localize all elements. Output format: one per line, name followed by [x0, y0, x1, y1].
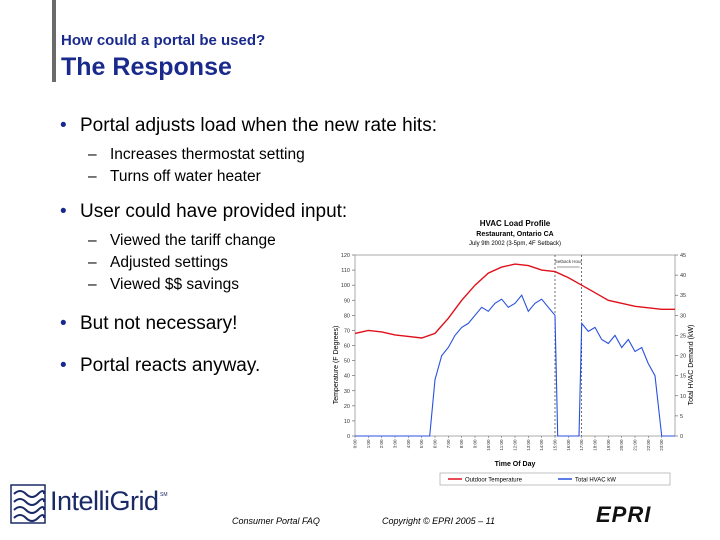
chart-title: HVAC Load Profile — [480, 219, 551, 228]
bullet-list: Portal adjusts load when the new rate hi… — [58, 114, 478, 378]
x-axis-label: Time Of Day — [495, 461, 536, 468]
x-tick-label: 1:00 — [366, 439, 371, 448]
x-tick-label: 4:00 — [406, 439, 411, 448]
hvac-chart-svg: HVAC Load Profile Restaurant, Ontario CA… — [333, 219, 695, 486]
x-tick-label: 14:00 — [539, 439, 544, 451]
x-tick-label: 15:00 — [553, 439, 558, 451]
intelligrid-logo: IntelliGrid SM — [10, 484, 170, 526]
x-tick-label: 22:00 — [646, 439, 651, 451]
legend-box — [439, 472, 671, 486]
y-left-tick-label: 100 — [341, 283, 350, 289]
y-right-tick-label: 0 — [680, 434, 683, 440]
x-tick-label: 0:00 — [353, 439, 358, 448]
hvac-kw-line — [355, 294, 675, 437]
y-left-tick-label: 20 — [344, 404, 350, 410]
y-right-tick-label: 45 — [680, 253, 686, 259]
sub-bullet-2-1: Viewed the tariff change — [58, 230, 478, 252]
intelligrid-mark-icon — [10, 484, 46, 524]
legend-hvac-label: Total HVAC kW — [575, 478, 616, 484]
intelligrid-wordmark: IntelliGrid — [50, 486, 159, 516]
y-right-tick-label: 5 — [680, 414, 683, 420]
sub-bullet-1-1: Increases thermostat setting — [58, 144, 478, 166]
title-accent-bar — [52, 0, 56, 82]
y-axis-label-right: Total HVAC Demand (kW) — [688, 325, 695, 406]
y-left-tick-label: 10 — [344, 419, 350, 425]
x-tick-label: 17:00 — [579, 439, 584, 451]
y-left-tick-label: 30 — [344, 389, 350, 395]
x-tick-label: 8:00 — [459, 439, 464, 448]
footer-copyright: Copyright © EPRI 2005 – 11 — [382, 516, 496, 526]
outdoor-temperature-line — [354, 263, 675, 339]
x-tick-label: 19:00 — [606, 439, 611, 451]
y-right-tick-label: 25 — [680, 333, 686, 339]
x-tick-label: 9:00 — [473, 439, 478, 448]
y-right-tick-label: 35 — [680, 293, 686, 299]
y-left-tick-label: 70 — [344, 328, 350, 334]
x-tick-label: 13:00 — [526, 439, 531, 451]
chart-subtitle: Restaurant, Ontario CA — [476, 231, 553, 238]
x-tick-label: 12:00 — [513, 439, 518, 451]
bullet-2: User could have provided input: — [58, 200, 478, 224]
y-left-tick-label: 110 — [341, 268, 350, 274]
x-tick-label: 18:00 — [593, 439, 598, 451]
y-left-tick-label: 120 — [341, 253, 350, 259]
x-tick-label: 2:00 — [379, 439, 384, 448]
bullet-4: Portal reacts anyway. — [58, 354, 478, 378]
y-axis-label-left: Temperature (F Degrees) — [333, 326, 340, 405]
y-right-tick-label: 10 — [680, 394, 686, 400]
x-tick-label: 5:00 — [419, 439, 424, 448]
setback-annotation: Setback Hour — [555, 259, 583, 264]
chart-subtitle-2: July 9th 2002 (3-5pm, 4F Setback) — [469, 241, 561, 247]
y-right-tick-label: 40 — [680, 273, 686, 279]
legend-temp-label: Outdoor Temperature — [465, 478, 523, 484]
y-left-tick-label: 90 — [344, 298, 350, 304]
x-tick-label: 10:00 — [486, 439, 491, 451]
x-tick-label: 23:00 — [659, 439, 664, 451]
y-left-tick-label: 40 — [344, 374, 350, 380]
x-tick-label: 21:00 — [633, 439, 638, 451]
hvac-chart: HVAC Load Profile Restaurant, Ontario CA… — [330, 215, 700, 515]
sub-bullet-1-2: Turns off water heater — [58, 166, 478, 188]
x-tick-label: 3:00 — [393, 439, 398, 448]
x-tick-label: 20:00 — [619, 439, 624, 451]
y-left-tick-label: 60 — [344, 344, 350, 350]
x-tick-label: 11:00 — [499, 439, 504, 450]
sub-bullet-2-3: Viewed $$ savings — [58, 274, 478, 296]
epri-logo: EPRI — [596, 502, 652, 527]
sub-bullet-2-2: Adjusted settings — [58, 252, 478, 274]
footer-title: Consumer Portal FAQ — [232, 516, 320, 526]
slide-kicker: How could a portal be used? — [61, 32, 266, 49]
y-right-tick-label: 30 — [680, 313, 686, 319]
y-right-tick-label: 15 — [680, 374, 686, 380]
bullet-1: Portal adjusts load when the new rate hi… — [58, 114, 478, 138]
slide-title: The Response — [61, 53, 232, 81]
intelligrid-service-mark: SM — [160, 492, 168, 498]
y-right-tick-label: 20 — [680, 354, 686, 360]
bullet-3: But not necessary! — [58, 312, 478, 336]
plot-area — [354, 254, 676, 437]
x-tick-label: 16:00 — [566, 439, 571, 451]
x-tick-label: 7:00 — [446, 439, 451, 448]
x-tick-label: 6:00 — [433, 439, 438, 448]
y-left-tick-label: 50 — [344, 359, 350, 365]
y-left-tick-label: 0 — [347, 434, 350, 440]
y-left-tick-label: 80 — [344, 313, 350, 319]
